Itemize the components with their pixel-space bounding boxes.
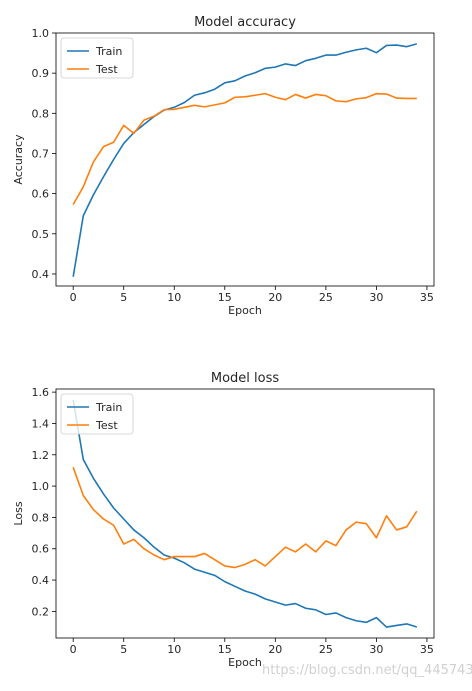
- legend-label-test: Test: [95, 419, 118, 432]
- y-axis-label: Loss: [12, 501, 25, 525]
- x-tick-label: 20: [268, 643, 282, 656]
- x-tick-label: 5: [120, 643, 127, 656]
- y-tick-label: 0.4: [32, 574, 50, 587]
- series-line-train: [72, 43, 418, 277]
- x-tick-label: 10: [167, 643, 181, 656]
- series-line-test: [72, 467, 418, 569]
- chart-2: 0 5 10 15 20 25 30 35 0.2 0.4 0.6 0.8 1.0 1.2 1.4 1.6 Mo…: [12, 371, 435, 669]
- x-tick-label: 5: [120, 291, 127, 304]
- y-tick-label: 1.2: [32, 449, 50, 462]
- x-tick-label: 30: [369, 291, 383, 304]
- x-tick-label: 25: [319, 643, 333, 656]
- legend-label-train: Train: [95, 45, 122, 58]
- y-tick-label: 1.6: [32, 386, 50, 399]
- x-tick-label: 20: [268, 291, 282, 304]
- y-tick-label: 0.2: [32, 605, 50, 618]
- plot-frame: [55, 388, 435, 639]
- series-line-train: [72, 399, 418, 628]
- x-tick-label: 25: [319, 291, 333, 304]
- y-tick-label: 0.6: [32, 543, 50, 556]
- legend-label-train: Train: [95, 401, 122, 414]
- y-tick-label: 0.6: [32, 188, 50, 201]
- watermark: https://blog.csdn.net/qq_44574333: [262, 663, 472, 678]
- y-axis-label: Accuracy: [12, 134, 25, 185]
- x-tick-label: 30: [369, 643, 383, 656]
- y-tick-label: 0.7: [32, 147, 50, 160]
- y-tick-label: 1.0: [32, 480, 50, 493]
- chart-title: Model loss: [211, 371, 280, 386]
- y-tick-label: 0.8: [32, 107, 50, 120]
- x-axis-label: Epoch: [228, 304, 262, 317]
- legend-box: [60, 37, 134, 79]
- chart-title: Model accuracy: [194, 15, 296, 30]
- legend: Train Test: [60, 37, 134, 79]
- chart-1: 0 5 10 15 20 25 30 35 0.4 0.5 0.6 0.7 0.8 0.9 1.0 Model…: [12, 15, 435, 317]
- x-tick-label: 15: [218, 643, 232, 656]
- legend: Train Test: [60, 393, 134, 435]
- x-tick-label: 15: [218, 291, 232, 304]
- series-line-test: [72, 92, 417, 205]
- y-tick-label: 0.9: [32, 67, 50, 80]
- x-tick-label: 0: [70, 291, 77, 304]
- x-tick-label: 35: [420, 291, 434, 304]
- y-tick-label: 0.8: [32, 511, 50, 524]
- x-tick-label: 35: [420, 643, 434, 656]
- plot-frame: [55, 32, 435, 287]
- x-tick-label: 0: [70, 643, 77, 656]
- legend-box: [60, 393, 134, 435]
- y-tick-label: 1.4: [32, 417, 50, 430]
- x-axis-label: Epoch: [228, 656, 262, 669]
- x-tick-label: 10: [167, 291, 181, 304]
- y-tick-label: 1.0: [32, 27, 50, 40]
- y-tick-label: 0.5: [32, 228, 50, 241]
- legend-label-test: Test: [95, 63, 118, 76]
- y-tick-label: 0.4: [32, 268, 50, 281]
